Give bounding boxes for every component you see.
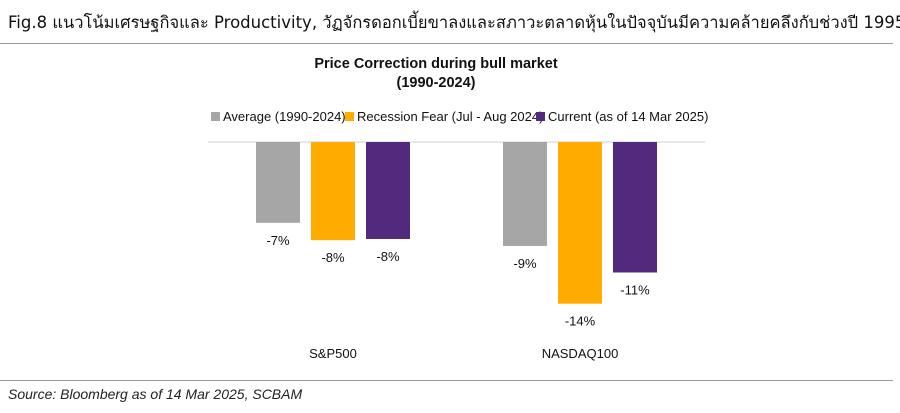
top-divider [0,43,893,44]
chart-legend: Average (1990-2024) Recession Fear (Jul -… [211,109,708,124]
legend-swatch-current-as-of-14-mar-2025 [536,112,545,121]
bar-nasdaq100-current-as-of-14-mar-2025 [613,142,657,273]
data-label-nasdaq100-current-as-of-14-mar-2025: -11% [620,283,650,298]
figure-title: Fig.8 แนวโน้มเศรษฐกิจและ Productivity, ว… [8,13,900,32]
legend-label-average-1990-2024: Average (1990-2024) [223,109,346,124]
category-labels: S&P500 NASDAQ100 [309,346,618,361]
source-note: Source: Bloomberg as of 14 Mar 2025, SCB… [8,386,303,402]
bottom-divider [0,380,893,381]
chart-subtitle: (1990-2024) [397,75,476,91]
bar-s-p500-average-1990-2024 [256,142,300,223]
data-label-s-p500-recession-fear-jul-aug-2024: -8% [321,250,345,265]
category-label-s-p500: S&P500 [309,346,357,361]
bar-s-p500-recession-fear-jul-aug-2024 [311,142,355,241]
legend-label-recession-fear-jul-aug-2024: Recession Fear (Jul - Aug 2024) [357,109,543,124]
legend-label-current-as-of-14-mar-2025: Current (as of 14 Mar 2025) [548,109,708,124]
chart-title: Price Correction during bull market [314,56,557,72]
data-label-nasdaq100-recession-fear-jul-aug-2024: -14% [565,314,596,329]
bar-nasdaq100-recession-fear-jul-aug-2024 [558,142,602,304]
bar-nasdaq100-average-1990-2024 [503,142,547,246]
bar-s-p500-current-as-of-14-mar-2025 [366,142,410,240]
legend-swatch-average-1990-2024 [211,112,220,121]
data-label-nasdaq100-average-1990-2024: -9% [513,256,537,271]
data-label-s-p500-current-as-of-14-mar-2025: -8% [376,249,400,264]
legend-swatch-recession-fear-jul-aug-2024 [345,112,354,121]
bar-group: -7% -8% -8% -9% -14% -11% [256,142,657,329]
data-label-s-p500-average-1990-2024: -7% [266,233,290,248]
category-label-nasdaq100: NASDAQ100 [542,346,619,361]
